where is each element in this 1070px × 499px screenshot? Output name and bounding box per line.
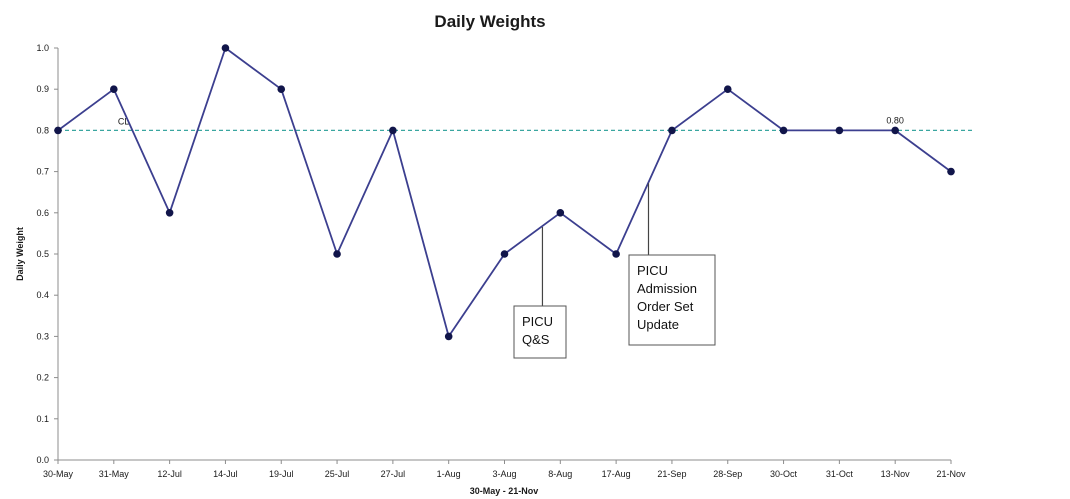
y-tick-label: 0.3 <box>36 331 49 341</box>
x-tick-label: 14-Jul <box>213 469 238 479</box>
x-tick-label: 12-Jul <box>157 469 182 479</box>
data-point <box>444 332 453 341</box>
data-point <box>333 250 341 258</box>
data-point <box>110 85 118 93</box>
y-tick-label: 0.4 <box>36 290 49 300</box>
annotation-qs-text: PICU <box>522 314 553 329</box>
chart-title: Daily Weights <box>434 12 545 31</box>
data-point <box>54 126 62 135</box>
data-point <box>668 126 676 135</box>
y-tick-label: 0.1 <box>36 414 49 424</box>
annotation-order-set-text: Update <box>637 317 679 332</box>
data-point <box>779 126 788 135</box>
data-point <box>221 44 230 52</box>
x-axis-title: 30-May - 21-Nov <box>470 486 539 496</box>
x-tick-label: 17-Aug <box>602 469 631 479</box>
x-tick-label: 31-Oct <box>826 469 854 479</box>
x-tick-label: 3-Aug <box>492 469 516 479</box>
x-tick-label: 30-Oct <box>770 469 798 479</box>
y-tick-label: 0.5 <box>36 249 49 259</box>
annotation-order-set-text: PICU <box>637 263 668 278</box>
annotation-order-set-box <box>628 254 716 346</box>
data-point <box>277 85 286 93</box>
y-axis-ticks: 0.0 0.1 0.2 0.3 0.4 0.5 0.6 0.7 0.8 0.9 1.0 <box>36 43 58 465</box>
y-tick-label: 0.7 <box>36 167 49 177</box>
data-point <box>723 85 732 93</box>
data-point <box>947 167 955 176</box>
x-tick-label: 1-Aug <box>437 469 461 479</box>
x-tick-label: 28-Sep <box>713 469 742 479</box>
y-tick-label: 1.0 <box>36 43 49 53</box>
y-tick-label: 0.6 <box>36 208 49 218</box>
x-tick-label: 27-Jul <box>381 469 406 479</box>
x-tick-label: 13-Nov <box>881 469 911 479</box>
x-tick-label: 21-Nov <box>936 469 966 479</box>
x-tick-label: 21-Sep <box>657 469 686 479</box>
annotation-order-set-text: Admission <box>637 281 697 296</box>
data-point <box>165 209 174 217</box>
x-tick-label: 19-Jul <box>269 469 294 479</box>
x-tick-label: 31-May <box>99 469 130 479</box>
y-tick-label: 0.8 <box>36 125 49 135</box>
data-point <box>835 126 844 135</box>
x-tick-label: 30-May <box>43 469 74 479</box>
data-point <box>556 209 565 217</box>
x-tick-label: 8-Aug <box>548 469 572 479</box>
x-axis-ticks: 30-May 31-May 12-Jul 14-Jul 19-Jul 25-Jul 27-J… <box>43 460 966 479</box>
series-line <box>57 47 952 338</box>
data-point <box>612 250 620 258</box>
data-point <box>500 250 509 258</box>
y-tick-label: 0.9 <box>36 84 49 94</box>
annotation-qs-box <box>513 305 567 359</box>
annotation-group: PICU Q&S PICU Admission Order Set Update <box>513 183 716 359</box>
y-tick-label: 0.0 <box>36 455 49 465</box>
data-point <box>891 126 899 135</box>
center-line-label: CL <box>118 116 130 126</box>
annotation-qs-text: Q&S <box>522 332 550 347</box>
annotation-order-set-text: Order Set <box>637 299 694 314</box>
series-group <box>54 44 955 341</box>
y-axis-title: Daily Weight <box>15 227 25 281</box>
data-point <box>389 126 397 135</box>
y-tick-label: 0.2 <box>36 373 49 383</box>
x-tick-label: 25-Jul <box>325 469 350 479</box>
center-line-value-label: 0.80 <box>886 115 904 125</box>
